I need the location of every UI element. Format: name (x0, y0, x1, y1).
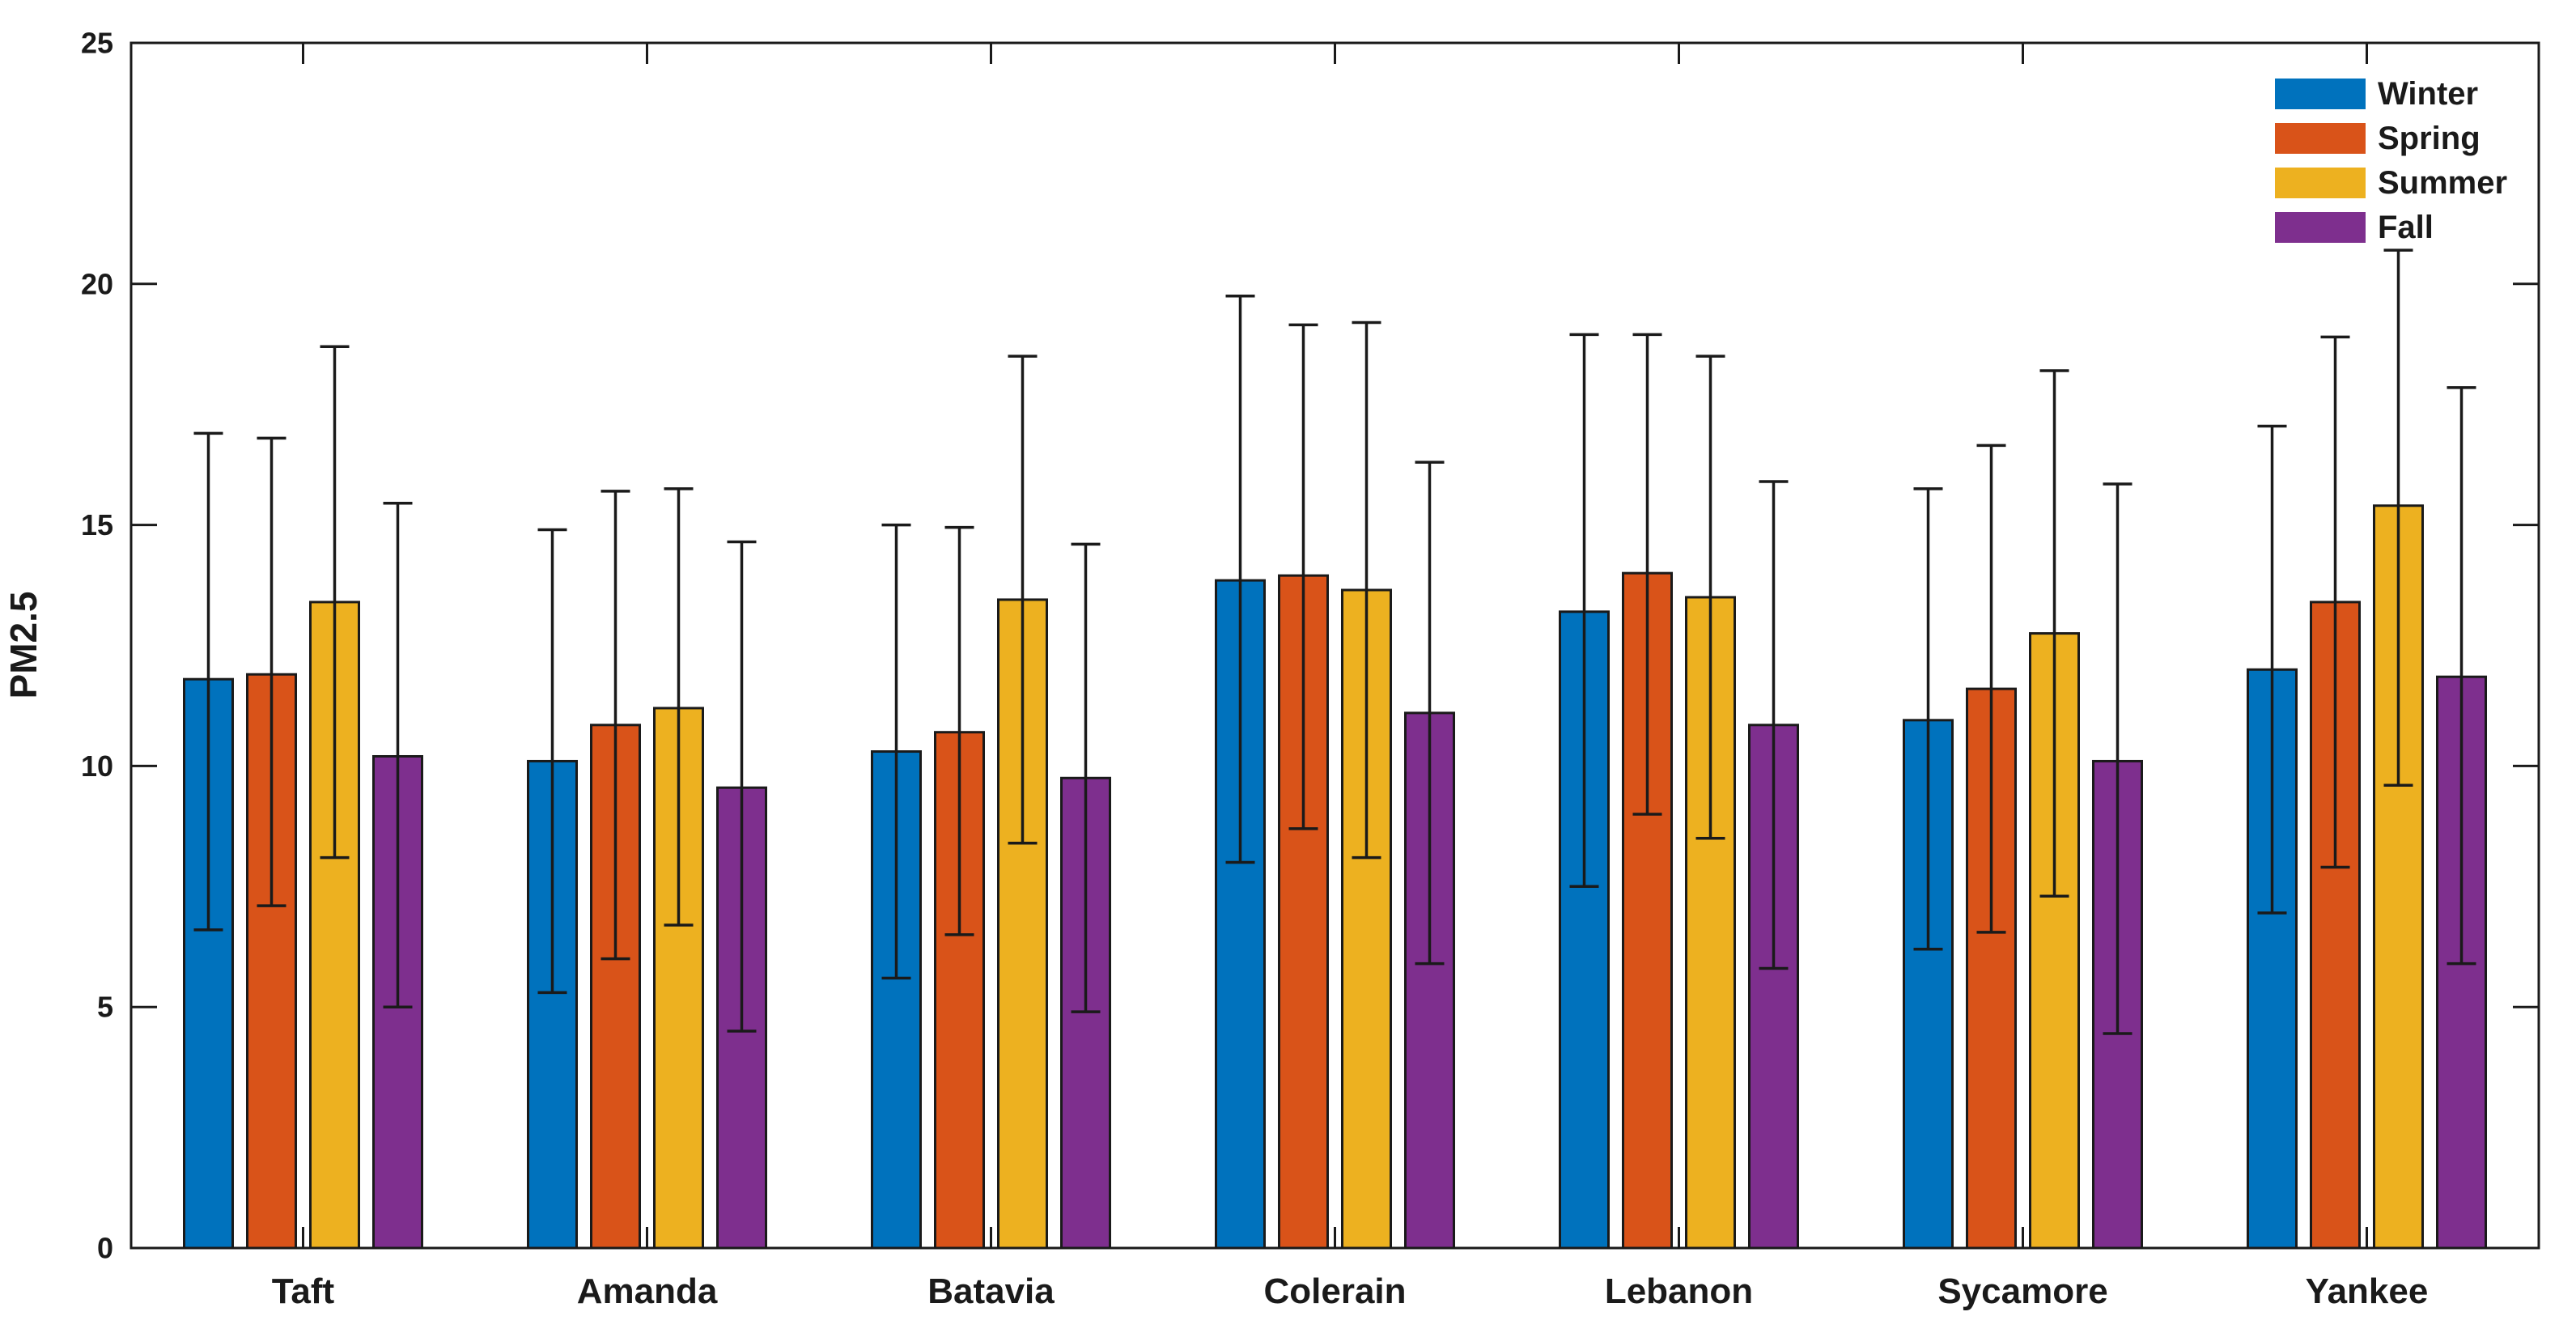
legend-swatch-spring (2275, 123, 2366, 154)
y-tick-label: 10 (81, 749, 113, 783)
legend-label-fall: Fall (2378, 210, 2434, 245)
bar-summer-batavia (997, 598, 1048, 1250)
x-category-label-amanda: Amanda (577, 1271, 718, 1311)
y-tick-label: 0 (97, 1232, 113, 1265)
y-tick-label: 15 (81, 508, 113, 541)
x-category-label-taft: Taft (272, 1271, 335, 1311)
x-category-label-lebanon: Lebanon (1605, 1271, 1753, 1311)
x-category-label-batavia: Batavia (927, 1271, 1055, 1311)
y-tick-label: 5 (97, 991, 113, 1024)
x-category-label-colerain: Colerain (1263, 1271, 1406, 1311)
y-tick-label: 20 (81, 267, 113, 300)
legend-swatch-winter (2275, 79, 2366, 109)
legend-label-summer: Summer (2378, 165, 2507, 201)
legend-label-spring: Spring (2378, 121, 2481, 156)
legend-swatch-fall (2275, 212, 2366, 243)
bar-winter-colerain (1215, 579, 1266, 1250)
y-tick-label: 25 (81, 27, 113, 60)
legend-label-winter: Winter (2378, 76, 2478, 112)
plot-area (131, 43, 2539, 1248)
legend-swatch-summer (2275, 168, 2366, 198)
y-axis-label: PM2.5 (2, 592, 45, 699)
x-category-label-yankee: Yankee (2306, 1271, 2429, 1311)
x-category-label-sycamore: Sycamore (1937, 1271, 2107, 1311)
